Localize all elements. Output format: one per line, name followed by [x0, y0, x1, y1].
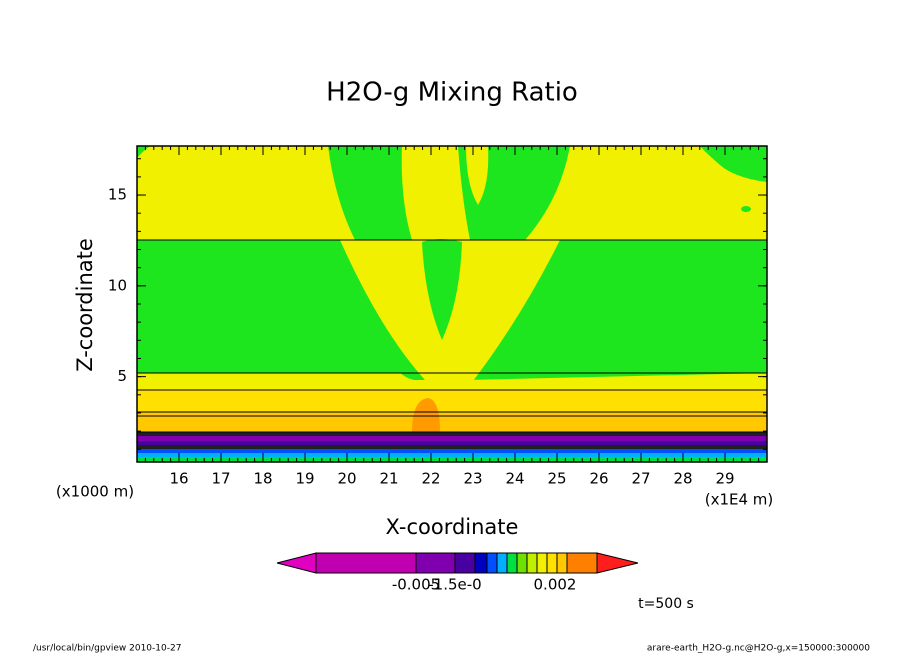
x-tick-label: 17: [211, 470, 230, 488]
x-tick-label: 26: [589, 470, 608, 488]
colorbar-segment: [415, 552, 456, 574]
x-tick-label: 18: [253, 470, 272, 488]
x-tick-label: 16: [169, 470, 188, 488]
colorbar-segment: [526, 552, 538, 574]
colorbar-segment: [486, 552, 498, 574]
x-tick-label: 25: [547, 470, 566, 488]
colorbar-segment: [496, 552, 508, 574]
colorbar-segment: [566, 552, 598, 574]
time-label: t=500 s: [638, 596, 694, 612]
colorbar-extend: [276, 552, 317, 574]
colorbar-label: -1.5e-0: [428, 576, 481, 594]
x-tick-label: 24: [505, 470, 524, 488]
colorbar-segment: [516, 552, 528, 574]
contour-field: [137, 146, 767, 462]
x-tick-label: 20: [337, 470, 356, 488]
x-axis-label: X-coordinate: [386, 515, 519, 539]
colorbar-extend: [596, 552, 639, 574]
y-unit: (x1000 m): [56, 483, 134, 501]
footer-left: /usr/local/bin/gpview 2010-10-27: [33, 644, 181, 654]
x-tick-label: 22: [421, 470, 440, 488]
x-unit: (x1E4 m): [705, 491, 774, 509]
x-tick-label: 23: [463, 470, 482, 488]
y-tick-label: 15: [108, 186, 127, 204]
colorbar-segment: [474, 552, 488, 574]
colorbar-segment: [454, 552, 476, 574]
colorbar-segment: [506, 552, 518, 574]
x-tick-label: 19: [295, 470, 314, 488]
x-tick-label: 29: [715, 470, 734, 488]
x-tick-label: 28: [673, 470, 692, 488]
chart-title: H2O-g Mixing Ratio: [326, 78, 578, 108]
y-axis-label: Z-coordinate: [73, 238, 97, 372]
colorbar-label: -0.005: [392, 576, 440, 594]
x-tick-label: 21: [379, 470, 398, 488]
colorbar-label: 0.002: [534, 576, 577, 594]
y-tick-label: 5: [117, 367, 127, 385]
x-tick-label: 27: [631, 470, 650, 488]
footer-right: arare-earth_H2O-g.nc@H2O-g,x=150000:3000…: [647, 644, 870, 654]
y-tick-label: 10: [108, 276, 127, 294]
colorbar-segment: [536, 552, 548, 574]
colorbar: -0.005-1.5e-0 0.002: [276, 552, 639, 594]
colorbar-segment: [556, 552, 568, 574]
colorbar-segment: [315, 552, 417, 574]
colorbar-segment: [546, 552, 558, 574]
